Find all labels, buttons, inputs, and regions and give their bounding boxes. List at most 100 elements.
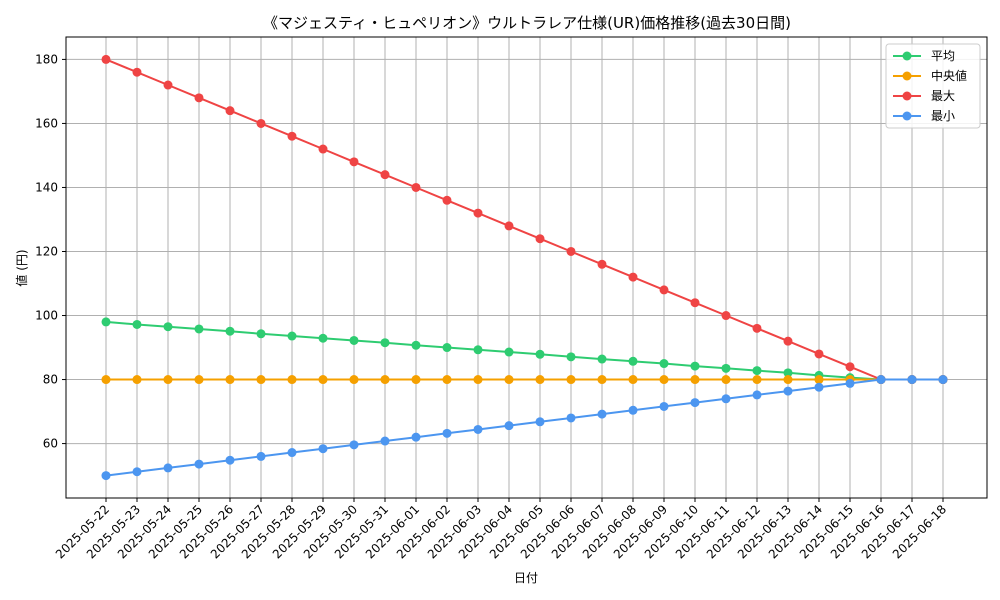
data-point: [628, 405, 638, 415]
data-point: [411, 340, 421, 350]
data-point: [132, 319, 142, 329]
data-point: [256, 451, 266, 461]
data-point: [721, 363, 731, 373]
data-point: [504, 347, 514, 357]
data-point: [938, 375, 948, 385]
y-axis-label: 値 (円): [14, 249, 29, 286]
data-point: [225, 375, 235, 385]
data-point: [318, 144, 328, 154]
y-axis: 60 80 100 120 140 160 180: [35, 52, 66, 451]
data-point: [907, 375, 917, 385]
data-point: [845, 378, 855, 388]
legend-label: 中央値: [931, 68, 967, 83]
data-point: [783, 336, 793, 346]
data-point: [380, 436, 390, 446]
data-point: [442, 428, 452, 438]
data-point: [132, 467, 142, 477]
y-tick-label: 160: [35, 116, 58, 130]
data-point: [163, 463, 173, 473]
data-point: [163, 375, 173, 385]
data-point: [287, 448, 297, 458]
data-point: [349, 375, 359, 385]
data-point: [101, 375, 111, 385]
series-1: [101, 375, 948, 385]
data-point: [721, 394, 731, 404]
data-point: [318, 333, 328, 343]
data-point: [659, 285, 669, 295]
data-point: [442, 343, 452, 353]
legend-item: 平均: [893, 49, 955, 63]
data-point: [752, 375, 762, 385]
data-point: [411, 432, 421, 442]
data-point: [721, 311, 731, 321]
data-point: [256, 118, 266, 128]
data-point: [597, 409, 607, 419]
data-point: [473, 345, 483, 355]
data-point: [225, 455, 235, 465]
data-point: [535, 417, 545, 427]
data-point: [814, 382, 824, 392]
data-point: [132, 375, 142, 385]
data-point: [783, 375, 793, 385]
y-tick-label: 180: [35, 52, 58, 66]
data-point: [597, 375, 607, 385]
data-point: [628, 356, 638, 366]
data-point: [101, 317, 111, 327]
data-point: [225, 326, 235, 336]
data-point: [101, 471, 111, 481]
legend-item: 最大: [893, 89, 955, 103]
data-point: [411, 375, 421, 385]
grid-layer: [66, 37, 987, 498]
data-point: [380, 338, 390, 348]
data-point: [690, 375, 700, 385]
data-point: [256, 375, 266, 385]
data-point: [349, 440, 359, 450]
data-point: [845, 362, 855, 372]
data-point: [256, 329, 266, 339]
data-point: [535, 234, 545, 244]
data-point: [752, 323, 762, 333]
x-axis: 2025-05-222025-05-232025-05-242025-05-25…: [53, 498, 949, 561]
data-point: [318, 375, 328, 385]
legend-item: 中央値: [893, 68, 967, 83]
data-point: [163, 80, 173, 90]
data-point: [597, 259, 607, 269]
data-point: [566, 352, 576, 362]
data-point: [783, 386, 793, 396]
data-point: [163, 322, 173, 332]
data-point: [442, 195, 452, 205]
legend-swatch-marker: [902, 51, 912, 61]
series-3: [101, 375, 948, 481]
data-point: [690, 361, 700, 371]
data-point: [225, 106, 235, 116]
data-point: [287, 131, 297, 141]
data-point: [411, 182, 421, 192]
data-point: [876, 375, 886, 385]
data-point: [814, 375, 824, 385]
legend-swatch-marker: [902, 71, 912, 81]
series-line: [105, 378, 943, 477]
data-point: [628, 272, 638, 282]
data-point: [318, 444, 328, 454]
data-point: [473, 424, 483, 434]
data-point: [659, 401, 669, 411]
data-point: [132, 67, 142, 77]
y-tick-label: 140: [35, 180, 58, 194]
data-point: [752, 366, 762, 376]
data-point: [721, 375, 731, 385]
data-point: [814, 349, 824, 359]
data-point: [194, 324, 204, 334]
data-point: [535, 349, 545, 359]
legend-label: 平均: [931, 49, 955, 63]
data-point: [659, 375, 669, 385]
legend-label: 最大: [931, 89, 955, 103]
data-point: [442, 375, 452, 385]
plot-frame: [65, 36, 988, 499]
data-point: [535, 375, 545, 385]
legend-item: 最小: [893, 109, 955, 123]
data-point: [690, 298, 700, 308]
data-point: [566, 246, 576, 256]
data-point: [504, 375, 514, 385]
